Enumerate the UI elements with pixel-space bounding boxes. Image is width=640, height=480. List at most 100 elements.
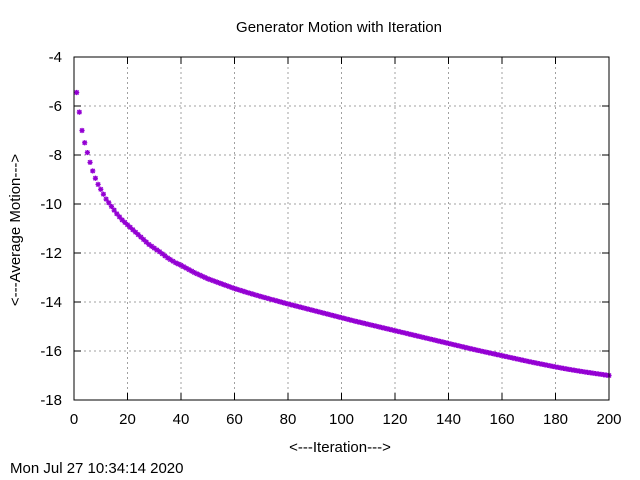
data-point — [352, 318, 358, 324]
data-point — [603, 372, 609, 378]
data-point — [403, 330, 409, 336]
data-point — [167, 256, 173, 263]
data-point — [341, 315, 347, 321]
data-point — [357, 319, 363, 325]
data-point — [576, 368, 583, 374]
y-tick-label: -10 — [40, 196, 62, 213]
data-point — [445, 340, 452, 346]
data-point — [373, 323, 379, 329]
timestamp-label: Mon Jul 27 10:34:14 2020 — [10, 460, 184, 477]
data-point — [296, 304, 302, 310]
data-point — [601, 372, 607, 378]
data-point — [175, 261, 181, 267]
data-point — [237, 287, 243, 293]
data-point — [90, 168, 96, 174]
data-point — [526, 358, 532, 365]
x-axis-label: <---Iteration---> — [289, 439, 391, 456]
data-point — [421, 335, 428, 341]
data-point — [253, 292, 259, 298]
data-point — [520, 357, 527, 363]
data-point — [266, 296, 272, 302]
x-tick-label: 200 — [596, 411, 621, 428]
data-point — [544, 362, 551, 368]
data-point — [312, 308, 318, 314]
data-point — [411, 332, 417, 338]
data-point — [215, 280, 222, 286]
data-point — [496, 352, 502, 358]
data-point — [277, 299, 283, 305]
data-point — [181, 264, 187, 270]
x-tick-labels: 0 20 40 60 80 100 120 140 160 180 200 — [70, 411, 622, 428]
data-point — [405, 331, 411, 337]
data-point — [261, 294, 267, 300]
data-point — [427, 336, 433, 342]
data-point — [157, 249, 163, 255]
data-point — [124, 222, 131, 228]
data-point — [95, 181, 101, 187]
data-point — [488, 350, 494, 356]
data-point — [464, 345, 470, 351]
chart-title: Generator Motion with Iteration — [236, 19, 442, 36]
data-point — [416, 333, 422, 339]
data-point — [213, 279, 219, 285]
data-point — [274, 298, 280, 304]
data-point — [550, 363, 556, 369]
data-point — [170, 258, 176, 264]
data-point — [250, 291, 256, 297]
data-point — [328, 312, 334, 318]
data-point — [140, 236, 147, 243]
data-point — [547, 363, 553, 369]
data-point — [536, 361, 543, 367]
data-point — [288, 302, 294, 308]
x-tick-label: 180 — [543, 411, 568, 428]
data-point — [79, 127, 85, 134]
data-point — [320, 310, 326, 316]
data-point — [510, 355, 516, 361]
data-point — [189, 268, 195, 274]
data-point — [368, 322, 374, 328]
data-point — [453, 342, 460, 348]
data-point — [154, 247, 160, 253]
data-point — [558, 365, 564, 371]
data-point — [459, 343, 465, 350]
data-point — [395, 328, 401, 334]
data-point — [272, 297, 278, 303]
data-point — [486, 350, 492, 356]
data-point — [587, 370, 593, 376]
data-point — [127, 224, 133, 230]
data-point — [392, 328, 398, 334]
x-tick-label: 160 — [489, 411, 514, 428]
y-tick-labels: -18 -16 -14 -12 -10 -8 -6 -4 — [40, 49, 62, 409]
data-point — [579, 368, 585, 375]
data-point — [106, 200, 112, 206]
data-point — [443, 340, 449, 346]
data-point — [424, 335, 430, 341]
plot-border — [73, 56, 610, 401]
data-point — [218, 281, 224, 287]
x-tick-label: 100 — [329, 411, 354, 428]
data-point — [491, 351, 497, 357]
x-tick-label: 80 — [280, 411, 297, 428]
data-point — [290, 302, 296, 308]
data-point — [566, 366, 572, 372]
data-point — [325, 311, 331, 317]
data-point — [74, 89, 80, 96]
data-point — [207, 277, 214, 283]
data-point — [159, 251, 165, 257]
data-point — [92, 175, 99, 181]
data-point — [507, 354, 513, 361]
data-point — [247, 290, 254, 297]
data-point — [437, 338, 444, 345]
data-point — [301, 305, 307, 311]
data-point — [231, 285, 238, 292]
x-tick-label: 120 — [382, 411, 407, 428]
x-tick-label: 20 — [119, 411, 136, 428]
data-point — [330, 313, 337, 319]
data-point — [397, 329, 403, 335]
data-point — [400, 329, 406, 336]
y-tick-label: -12 — [40, 245, 62, 262]
data-point — [534, 360, 540, 366]
grid-lines — [74, 57, 609, 400]
data-point — [293, 303, 299, 309]
